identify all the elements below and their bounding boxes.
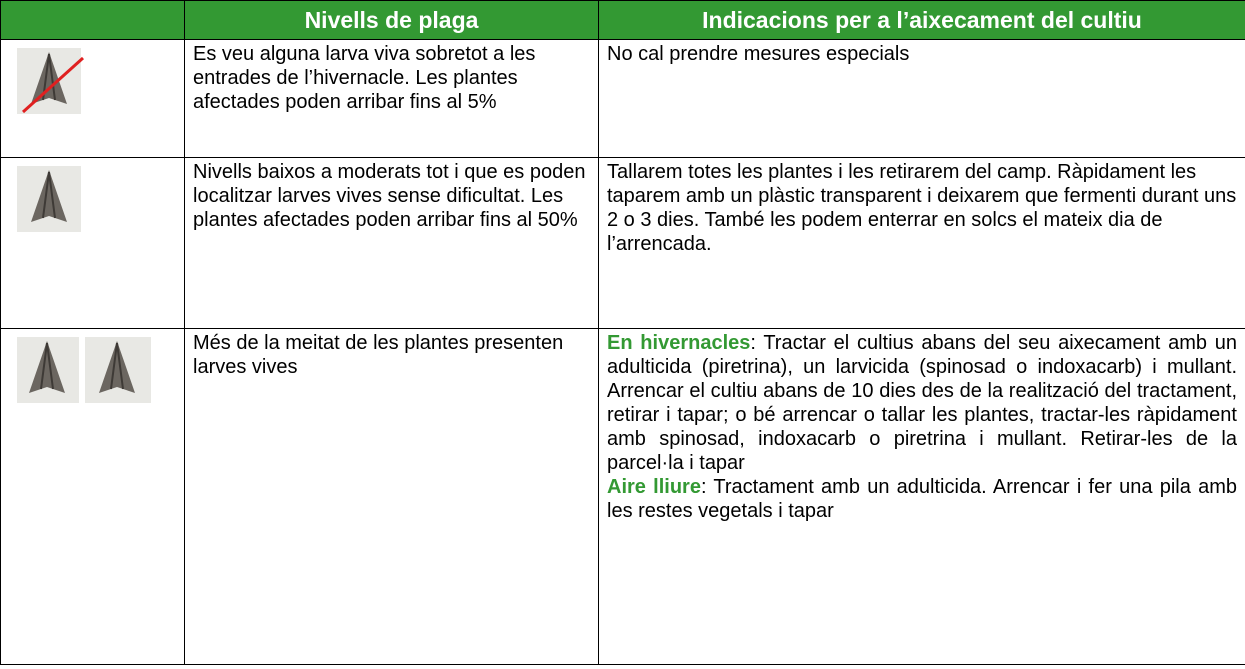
level-cell: Nivells baixos a moderats tot i que es p… <box>184 157 599 329</box>
row: Nivells baixos a moderats tot i que es p… <box>0 157 1245 329</box>
moth-icon-crossed <box>17 48 85 114</box>
header-cell: Nivells de plaga <box>184 0 599 40</box>
indication-text: : Tractar el cultius abans del seu aixec… <box>607 332 1237 474</box>
indication-cell: No cal prendre mesures especials <box>598 39 1245 158</box>
indication-paragraph: En hivernacles: Tractar el cultius abans… <box>607 331 1237 475</box>
header-cell: Indicacions per a l’aixecament del culti… <box>598 0 1245 40</box>
indication-cell: Tallarem totes les plantes i les retirar… <box>598 157 1245 329</box>
header-icon-cell <box>0 0 185 40</box>
indication-cell: En hivernacles: Tractar el cultius abans… <box>598 328 1245 665</box>
indication-label: Aire lliure <box>607 476 701 498</box>
moth-icons-double <box>17 337 151 403</box>
indication-label: En hivernacles <box>607 332 751 354</box>
icon-cell <box>0 39 185 158</box>
icon-cell <box>0 328 185 665</box>
level-cell: Més de la meitat de les plantes presente… <box>184 328 599 665</box>
header-row: Nivells de plaga Indicacions per a l’aix… <box>0 0 1245 40</box>
row: Es veu alguna larva viva sobretot a les … <box>0 39 1245 158</box>
moth-icon <box>17 166 81 232</box>
icon-cell <box>0 157 185 329</box>
indication-paragraph: Aire lliure: Tractament amb un adulticid… <box>607 475 1237 523</box>
row: Més de la meitat de les plantes presente… <box>0 328 1245 665</box>
level-cell: Es veu alguna larva viva sobretot a les … <box>184 39 599 158</box>
indication-text: : Tractament amb un adulticida. Arrencar… <box>607 476 1237 522</box>
